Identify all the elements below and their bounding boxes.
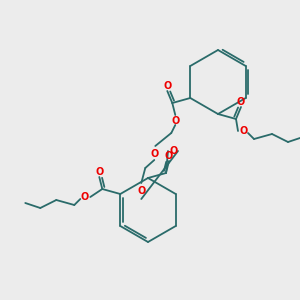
Text: O: O [171,116,179,126]
Text: O: O [163,81,171,91]
Text: O: O [240,126,248,136]
Text: O: O [170,146,178,156]
Text: O: O [150,149,158,159]
Text: O: O [137,186,146,196]
Text: O: O [237,97,245,107]
Text: O: O [165,151,173,161]
Text: O: O [95,167,103,177]
Text: O: O [80,192,88,202]
